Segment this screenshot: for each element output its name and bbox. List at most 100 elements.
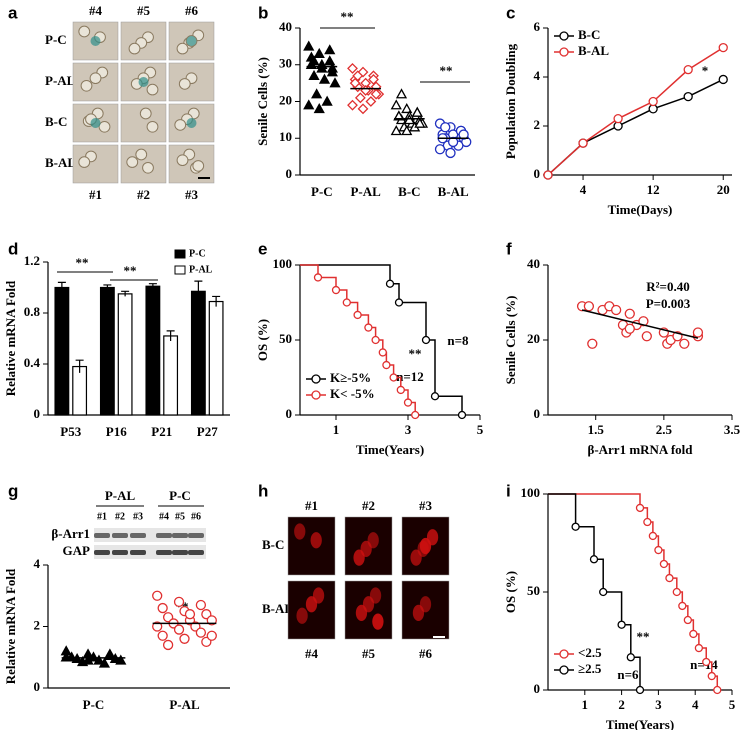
annotation: P=0.003: [646, 296, 691, 311]
blot-band: [188, 533, 204, 538]
point: [349, 77, 361, 89]
x-tick-label: P16: [106, 424, 127, 439]
y-tick-label: 100: [521, 485, 541, 500]
legend-swatch: [174, 249, 186, 259]
point: [173, 624, 185, 635]
point: [434, 144, 446, 155]
point: [665, 573, 674, 583]
blot-strip: [94, 528, 206, 542]
point: [173, 596, 185, 608]
point: [624, 323, 635, 334]
x-tick-label: 2.5: [656, 422, 673, 437]
stain: [138, 77, 149, 87]
point: [638, 316, 649, 327]
y-tick-label: 6: [534, 19, 541, 34]
point: [87, 651, 100, 662]
legend-marker: [559, 649, 569, 659]
point: [324, 55, 336, 66]
x-tick-label: P-C: [83, 697, 105, 712]
point: [195, 627, 207, 638]
legend-swatch: [174, 265, 186, 275]
point: [184, 609, 196, 620]
point: [571, 522, 580, 531]
point: [93, 654, 105, 665]
y-tick-label: 20: [279, 92, 292, 107]
point: [672, 587, 681, 597]
y-tick-label: 40: [279, 19, 292, 34]
x-tick-label: 1: [582, 697, 589, 712]
point: [683, 91, 693, 102]
point: [401, 103, 413, 114]
bar: [163, 335, 179, 416]
col-label: #6: [419, 646, 433, 661]
point: [440, 122, 451, 133]
annotation: n=8: [447, 333, 469, 348]
bar: [208, 300, 224, 416]
lane-label: #2: [115, 511, 125, 522]
point: [313, 273, 323, 282]
x-tick-label: P-AL: [169, 697, 200, 712]
lane-label: #1: [97, 511, 107, 522]
blot-band: [130, 533, 146, 538]
point: [678, 601, 687, 611]
bar: [190, 290, 206, 416]
legend-marker: [559, 665, 569, 675]
cell: [178, 78, 191, 90]
row-label: B-AL: [45, 155, 76, 170]
y-tick-label: 20: [527, 331, 540, 346]
bar: [145, 285, 161, 416]
point: [308, 69, 320, 81]
point: [543, 170, 553, 180]
point: [654, 545, 663, 555]
cell: [142, 161, 154, 174]
point: [589, 555, 599, 564]
cell: [139, 107, 152, 120]
point: [659, 559, 669, 569]
y-tick-label: 0.8: [24, 304, 41, 319]
x-tick-label: P53: [60, 424, 81, 439]
y-tick-label: 0: [34, 679, 41, 694]
point: [692, 327, 704, 338]
point: [641, 331, 652, 342]
point: [195, 599, 207, 611]
cell: [372, 613, 384, 630]
legend-label: K≥-5%: [330, 370, 371, 385]
x-tick-label: P-C: [311, 184, 333, 199]
legend-marker: [559, 31, 569, 41]
point: [157, 602, 168, 614]
point: [385, 279, 395, 288]
point: [430, 392, 440, 401]
point: [578, 138, 588, 148]
y-tick-label: 50: [279, 331, 292, 346]
y-tick-label: 0: [534, 406, 541, 421]
point: [599, 587, 608, 597]
point: [689, 629, 698, 639]
lane-label: #5: [175, 511, 185, 522]
point: [382, 360, 391, 370]
point: [152, 590, 163, 601]
point: [411, 410, 420, 420]
point: [447, 136, 459, 148]
blot-band: [188, 550, 204, 555]
cell: [410, 549, 422, 566]
error-bar: [212, 295, 221, 307]
lane-label: #3: [133, 511, 143, 522]
point: [610, 304, 622, 316]
point: [206, 630, 217, 641]
point: [365, 96, 377, 107]
annotation: *: [702, 63, 709, 78]
blot-band: [112, 550, 128, 555]
x-tick-label: 5: [729, 697, 736, 712]
cell: [78, 156, 91, 168]
line: [547, 46, 724, 176]
point: [458, 129, 469, 140]
y-tick-label: 100: [273, 256, 293, 271]
x-tick-label: P27: [197, 424, 218, 439]
point: [718, 74, 728, 85]
col-label: #2: [362, 498, 375, 513]
y-tick-label: 2: [34, 617, 41, 632]
legend-label: B-AL: [578, 43, 609, 58]
x-tick-label: B-C: [398, 184, 420, 199]
annotation: R²=0.40: [646, 279, 689, 294]
